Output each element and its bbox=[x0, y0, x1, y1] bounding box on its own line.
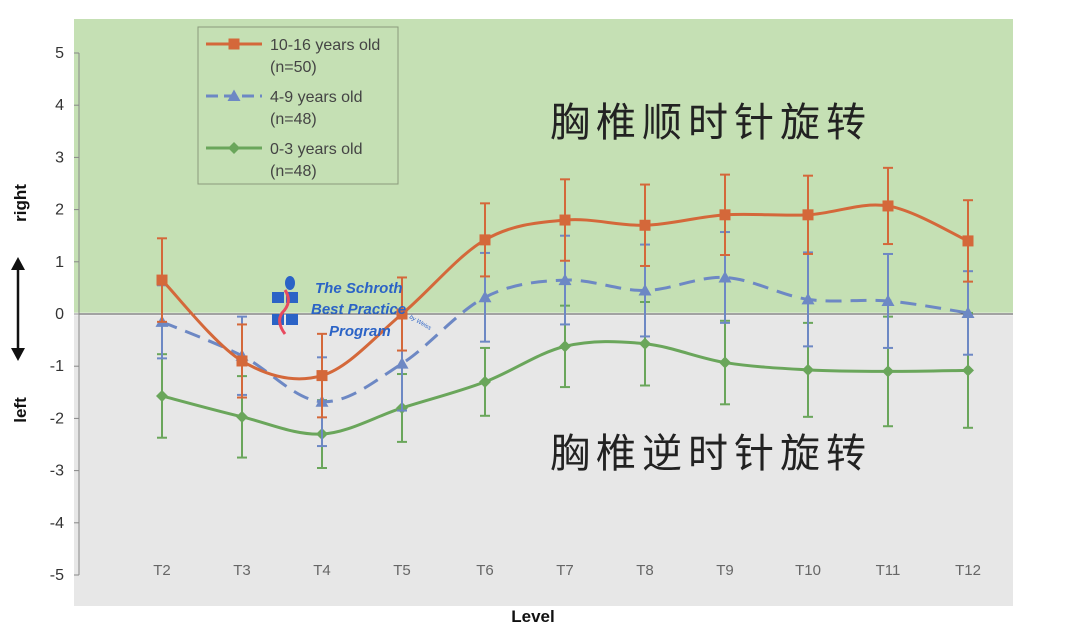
legend-item: 10-16 years old (n=50) bbox=[206, 37, 380, 76]
legend-swatch-marker bbox=[228, 38, 240, 50]
data-point bbox=[718, 270, 732, 283]
y-tick-label: 4 bbox=[55, 97, 64, 114]
data-point bbox=[882, 200, 894, 212]
watermark-line2: Best Practice bbox=[311, 301, 406, 318]
legend: 10-16 years old (n=50) 4-9 years old (n=48)… bbox=[197, 26, 399, 185]
x-tick-label: T6 bbox=[476, 562, 494, 579]
data-point bbox=[316, 370, 328, 382]
data-point bbox=[962, 364, 974, 377]
x-tick-label: T5 bbox=[393, 562, 411, 579]
series-line bbox=[161, 275, 969, 404]
data-point bbox=[236, 355, 248, 367]
legend-label: 10-16 years old bbox=[270, 37, 380, 54]
legend-sublabel: (n=48) bbox=[270, 163, 317, 180]
y-tick-label: 1 bbox=[55, 254, 64, 271]
x-tick-label: T12 bbox=[955, 562, 981, 579]
data-point bbox=[156, 274, 168, 286]
y-tick-label: 0 bbox=[55, 306, 64, 323]
x-tick-label: T3 bbox=[233, 562, 251, 579]
data-point bbox=[396, 308, 408, 320]
watermark-logo: The Schroth Best Practice Program by Wei… bbox=[272, 276, 432, 340]
plot-background bbox=[74, 19, 1013, 606]
logo-spine-icon bbox=[272, 276, 298, 335]
data-point bbox=[961, 306, 975, 318]
data-point bbox=[719, 209, 731, 221]
data-point bbox=[558, 273, 572, 286]
data-point bbox=[882, 365, 894, 378]
y-tick-label: 5 bbox=[55, 45, 64, 62]
data-point bbox=[962, 235, 974, 247]
x-tick-label: T10 bbox=[795, 562, 821, 579]
x-tick-label: T7 bbox=[556, 562, 574, 579]
region-label-top: 胸椎顺时针旋转 bbox=[550, 100, 872, 146]
legend-box bbox=[197, 26, 399, 185]
watermark-line3: Program bbox=[329, 323, 391, 340]
data-point bbox=[802, 363, 814, 376]
legend-label: 4-9 years old bbox=[270, 89, 363, 106]
y-tick-label: 3 bbox=[55, 149, 64, 166]
double-arrow-icon bbox=[11, 257, 25, 361]
data-point bbox=[719, 356, 731, 369]
axes: 5 4 3 2 1 0 -1 -2 -3 -4 -5 T2 T3 T4 T5 T6 T7 T8 T9 T10 T11 T1… bbox=[11, 45, 981, 626]
legend-swatch-marker bbox=[227, 89, 241, 101]
region-left-background bbox=[74, 314, 1013, 606]
x-tick-label: T11 bbox=[876, 562, 901, 579]
data-point bbox=[395, 357, 409, 369]
legend-item: 4-9 years old (n=48) bbox=[206, 89, 363, 128]
series-0 bbox=[156, 166, 974, 419]
data-point bbox=[156, 389, 168, 402]
data-point bbox=[236, 410, 248, 423]
y-tick-label: -2 bbox=[50, 410, 64, 427]
x-tick-label: T9 bbox=[716, 562, 734, 579]
y-tick-label: 2 bbox=[55, 202, 64, 219]
data-point bbox=[639, 219, 651, 231]
x-tick-label: T8 bbox=[636, 562, 654, 579]
series-layer bbox=[155, 166, 975, 469]
annotations: 胸椎顺时针旋转 胸椎逆时针旋转 bbox=[550, 100, 872, 477]
region-label-bottom: 胸椎逆时针旋转 bbox=[550, 431, 872, 477]
data-point bbox=[559, 214, 571, 226]
data-point bbox=[639, 337, 651, 350]
data-point bbox=[559, 340, 571, 353]
legend-sublabel: (n=50) bbox=[270, 59, 317, 76]
y-tick-label: -4 bbox=[50, 515, 64, 532]
y-tick-label: -5 bbox=[50, 567, 64, 584]
y-axis-title-right: right bbox=[11, 184, 30, 222]
data-point bbox=[638, 284, 652, 296]
data-point bbox=[478, 290, 492, 303]
x-tick-label: T4 bbox=[313, 562, 331, 579]
legend-swatch-marker bbox=[228, 142, 240, 154]
legend-item: 0-3 years old (n=48) bbox=[206, 141, 363, 180]
y-axis-title-left: left bbox=[11, 397, 30, 423]
data-point bbox=[801, 292, 815, 305]
legend-sublabel: (n=48) bbox=[270, 111, 317, 128]
x-axis-title: Level bbox=[511, 607, 554, 626]
data-point bbox=[802, 209, 814, 221]
watermark-line1: The Schroth bbox=[315, 280, 403, 297]
x-tick-label: T2 bbox=[153, 562, 171, 579]
data-point bbox=[881, 294, 895, 306]
data-point bbox=[479, 375, 491, 388]
legend-label: 0-3 years old bbox=[270, 141, 363, 158]
y-tick-label: -3 bbox=[50, 463, 64, 480]
data-point bbox=[479, 234, 491, 246]
region-right-background bbox=[74, 19, 1013, 314]
y-tick-label: -1 bbox=[50, 358, 64, 375]
